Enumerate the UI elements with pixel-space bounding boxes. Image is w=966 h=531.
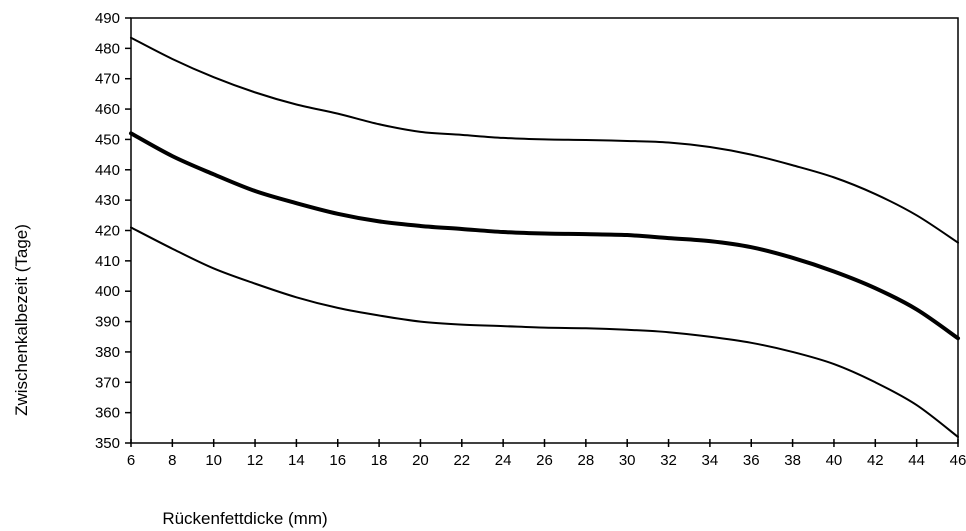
series-line-lower <box>130 226 959 438</box>
y-tick-label: 380 <box>95 344 120 361</box>
x-tick-label: 38 <box>784 452 801 469</box>
y-tick-label: 350 <box>95 435 120 452</box>
x-tick-label: 14 <box>288 452 305 469</box>
y-tick-label: 370 <box>95 374 120 391</box>
y-tick-label: 490 <box>95 10 120 27</box>
x-tick-label: 24 <box>495 452 512 469</box>
x-tick-label: 20 <box>412 452 429 469</box>
y-tick-label: 480 <box>95 40 120 57</box>
x-tick-label: 28 <box>578 452 595 469</box>
x-tick-label: 40 <box>826 452 843 469</box>
x-tick-label: 18 <box>371 452 388 469</box>
x-tick-label: 6 <box>127 452 135 469</box>
x-tick-label: 36 <box>743 452 760 469</box>
x-tick-label: 16 <box>329 452 346 469</box>
y-tick-label: 470 <box>95 71 120 88</box>
y-tick-label: 460 <box>95 101 120 118</box>
x-tick-label: 8 <box>168 452 176 469</box>
plot-area: 350 360 370 380 390 400 410 420 430 440 450 460 470 4… <box>95 10 966 469</box>
series-line-upper <box>130 36 959 244</box>
x-tick-label: 44 <box>908 452 925 469</box>
y-tick-label: 410 <box>95 253 120 270</box>
y-tick-label: 400 <box>95 283 120 300</box>
x-tick-label: 32 <box>660 452 677 469</box>
y-tick-label: 390 <box>95 314 120 331</box>
x-tick-label: 10 <box>205 452 222 469</box>
y-tick-label: 430 <box>95 192 120 209</box>
x-tick-label: 34 <box>702 452 719 469</box>
x-tick-label: 42 <box>867 452 884 469</box>
y-axis-title: Zwischenkalbezeit (Tage) <box>12 224 31 416</box>
plot-frame <box>130 17 959 444</box>
x-tick-label: 22 <box>453 452 470 469</box>
x-axis-title: Rückenfettdicke (mm) <box>162 509 327 528</box>
y-tick-label: 360 <box>95 405 120 422</box>
x-tick-label: 30 <box>619 452 636 469</box>
series-line-middle <box>129 131 960 341</box>
x-tick-label: 26 <box>536 452 553 469</box>
y-tick-label: 420 <box>95 223 120 240</box>
y-tick-label: 450 <box>95 131 120 148</box>
x-tick-label: 12 <box>247 452 264 469</box>
x-tick-label: 46 <box>950 452 966 469</box>
y-tick-label: 440 <box>95 162 120 179</box>
